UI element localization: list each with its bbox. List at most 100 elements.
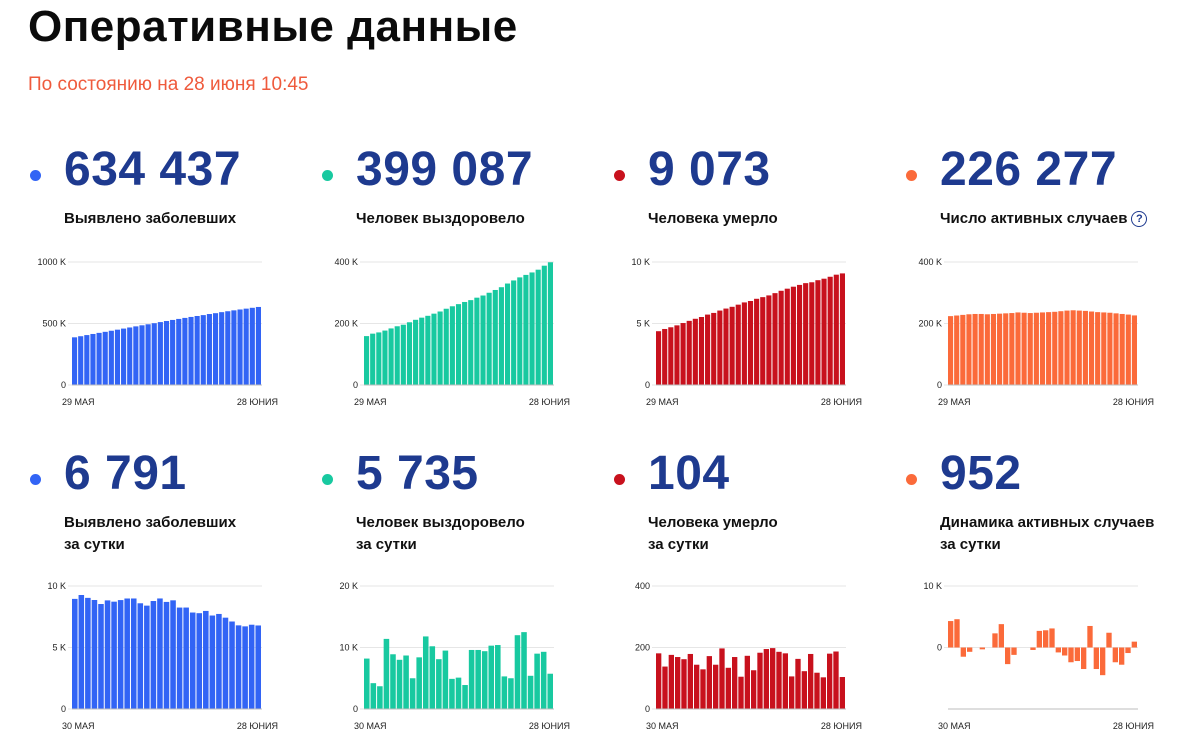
bar [194,315,200,385]
bar [133,326,139,385]
bar [662,666,668,709]
y-tick-label: 10 K [631,257,650,267]
bar [1119,313,1125,385]
bar [529,272,535,385]
bar [98,604,104,709]
total-deaths-chart: 0 5 K 10 K 29 МАЯ 28 ЮНИЯ [631,257,862,407]
bar [396,659,403,709]
daily-recovered-value: 5 735 [356,447,479,500]
blue-dot-icon [30,170,41,181]
x-start-label: 29 МАЯ [938,397,971,407]
y-tick-label: 5 K [52,643,66,653]
bar [763,649,769,709]
bar [176,607,183,709]
bar [84,335,90,385]
x-end-label: 28 ЮНИЯ [529,397,570,407]
bar [121,328,127,385]
bar [967,647,973,652]
bar [656,331,662,385]
bar [1049,628,1055,648]
total-deaths-label: Человека умерло [648,208,778,230]
y-tick-label: 200 K [918,319,942,329]
bar [656,653,662,709]
bar [1003,313,1009,385]
bar [801,671,807,709]
active-cases-chart: 0 200 K 400 K 29 МАЯ 28 ЮНИЯ [918,257,1154,407]
bar [364,336,370,385]
bar [948,316,954,385]
bar [388,328,394,385]
bar [212,313,219,385]
bar [809,282,815,385]
daily-deaths-chart: 0 200 400 30 МАЯ 28 ЮНИЯ [635,581,862,731]
orange-dot-icon [906,170,917,181]
bar [1005,647,1011,665]
bar [1064,310,1070,385]
bar [705,314,711,385]
bar [744,655,750,709]
bar [815,280,821,385]
bar [416,657,422,709]
bar [713,664,719,709]
bar [1039,312,1046,385]
bar [376,332,382,385]
bar [176,318,182,385]
bar [534,653,540,709]
bar [501,676,508,709]
bar [72,598,78,709]
bar [78,336,84,385]
bar [796,284,803,385]
bar [821,278,827,385]
bar [668,327,674,385]
bar [370,333,376,385]
help-icon[interactable]: ? [1131,211,1148,227]
bar [462,301,468,385]
green-dot-icon [322,474,333,485]
bar [719,648,725,709]
bar [394,326,400,385]
y-tick-label: 0 [61,380,66,390]
bar [474,297,480,385]
bar [984,314,990,385]
bar [449,678,455,709]
bar [1131,315,1137,385]
bar [790,286,796,385]
bar [108,330,114,385]
green-dot-icon [322,170,333,181]
bar [766,295,772,385]
x-start-label: 29 МАЯ [354,397,387,407]
bar [248,624,255,709]
bar [90,333,96,385]
bar [203,610,209,709]
bar [711,312,717,385]
bar [972,313,978,385]
y-tick-label: 400 K [334,257,358,267]
bar [189,612,196,709]
bar [455,677,462,709]
card-total-cases: 634 437 Выявлено заболевших 0 500 K 1000 K… [30,143,300,436]
bar [954,315,960,385]
bar [1076,310,1082,385]
red-dot-icon [614,474,625,485]
bar [196,613,203,709]
bar [960,314,966,385]
card-daily-deaths: 104 Человека умерло за сутки 0 200 400 30 М… [614,447,884,740]
bar [992,633,998,648]
bar [776,651,782,709]
label-line: Человека умерло [648,514,778,531]
bar [85,597,91,709]
bar [527,675,534,709]
bar [1088,311,1095,385]
bar [803,283,809,385]
daily-deaths-label: Человека умерло за сутки [648,512,778,556]
bar [1043,630,1049,648]
bar [998,624,1004,648]
bar [948,621,954,648]
active-cases-value: 226 277 [940,143,1118,196]
bar [429,646,436,709]
x-start-label: 29 МАЯ [646,397,679,407]
bar [170,319,176,385]
bar [144,605,150,709]
bar [382,330,388,385]
blue-dot-icon [30,474,41,485]
